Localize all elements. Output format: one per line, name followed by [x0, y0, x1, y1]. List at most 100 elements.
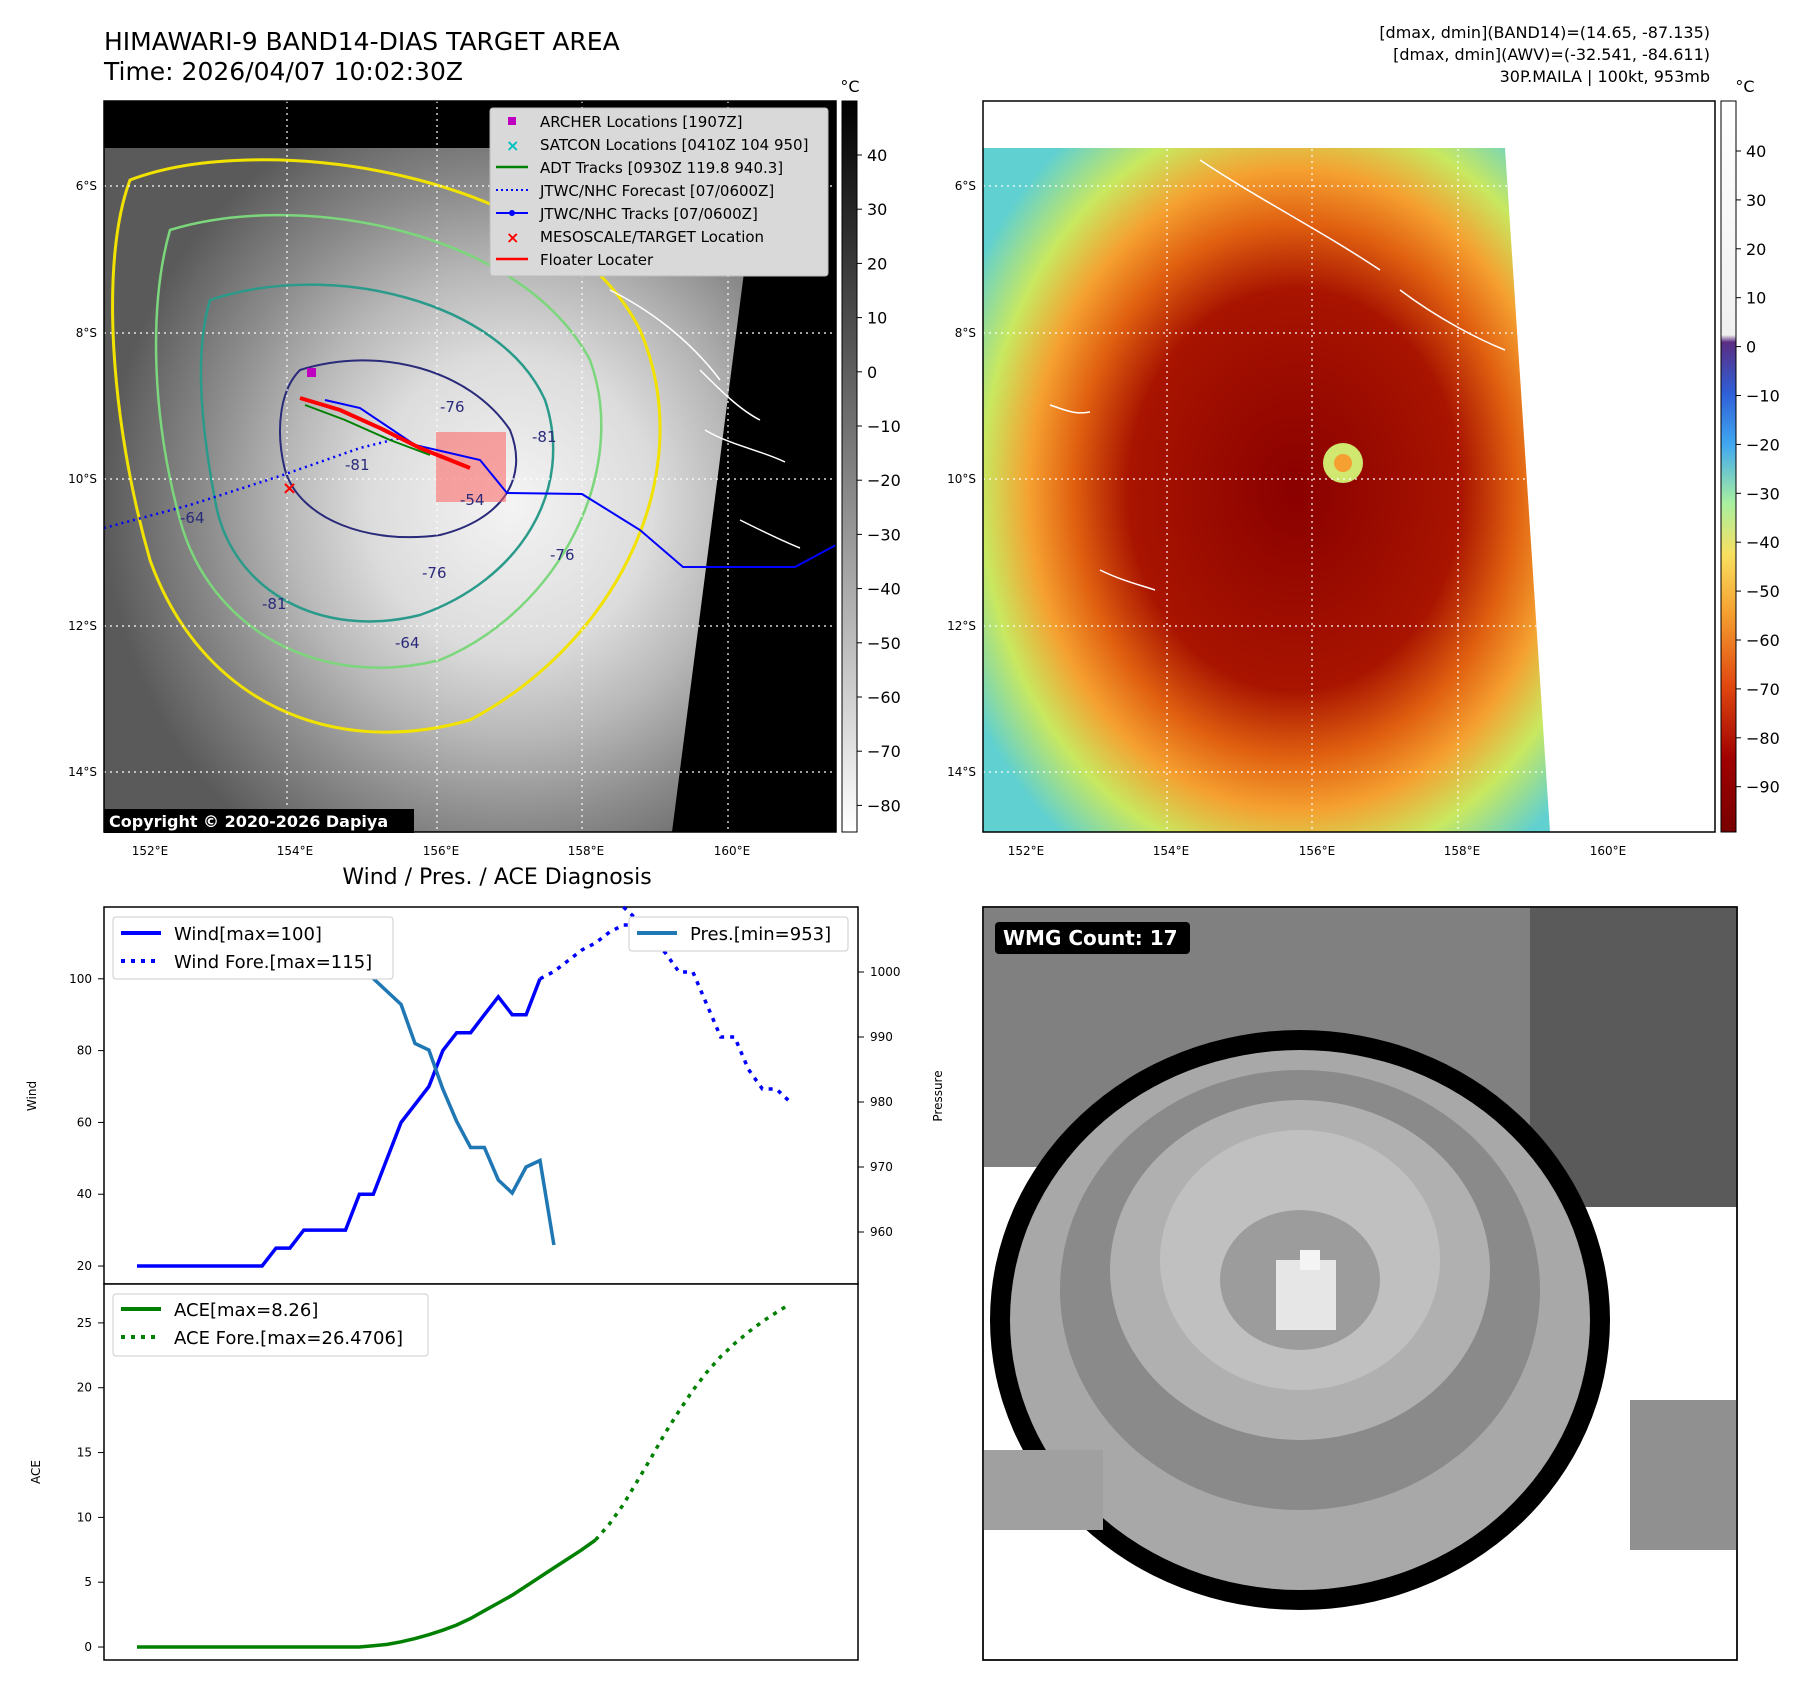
contour-label: -64	[180, 509, 205, 527]
lon-label-awv: 154°E	[1153, 844, 1190, 858]
pressure-axis-label: Pressure	[931, 1070, 945, 1121]
ir-contour-labels: -76 -81 -64 -76 -81 -64 -76 -81 -54	[180, 398, 575, 652]
band14-range: [dmax, dmin](BAND14)=(14.65, -87.135)	[1379, 23, 1710, 42]
legend-label: JTWC/NHC Tracks [07/0600Z]	[539, 205, 758, 223]
legend-dot	[509, 210, 515, 216]
lon-label-awv: 160°E	[1590, 844, 1627, 858]
colorbar-tick-label: 0	[1746, 338, 1756, 357]
lon-label-ir: 158°E	[568, 844, 605, 858]
colorbar-tick-label: −30	[1746, 484, 1780, 503]
awv-colorbar-ticks: 40 30 20 10 0 −10 −20 −30 −40 −50 −60 −70 −80 −90	[1736, 142, 1780, 797]
colorbar-tick-label: −30	[867, 525, 901, 544]
wind-tick-label: 100	[69, 972, 92, 986]
copyright-bg	[104, 809, 414, 833]
map-axis-labels: 6°S 6°S 8°S 8°S 10°S 10°S 12°S 12°S 14°S 14°S 152°…	[68, 179, 1626, 858]
legend-symbol: ×	[506, 228, 519, 247]
awv-range: [dmax, dmin](AWV)=(-32.541, -84.611)	[1393, 45, 1710, 64]
contour-label: -54	[460, 491, 485, 509]
ir-colorbar-unit: °C	[840, 77, 859, 96]
lat-label-ir: 6°S	[76, 179, 97, 193]
legend-label: MESOSCALE/TARGET Location	[540, 228, 764, 246]
pressure-tick-label: 990	[870, 1030, 893, 1044]
colorbar-tick-label: −50	[1746, 582, 1780, 601]
lon-label-awv: 156°E	[1299, 844, 1336, 858]
wind-tick-label: 40	[77, 1187, 92, 1201]
pressure-tick-label: 970	[870, 1160, 893, 1174]
lon-label-ir: 152°E	[132, 844, 169, 858]
wmg-eye	[1276, 1260, 1336, 1330]
contour-label: -64	[395, 634, 420, 652]
ir-legend: ARCHER Locations [1907Z] × SATCON Location…	[489, 107, 829, 277]
colorbar-tick-label: −10	[1746, 387, 1780, 406]
adt-track	[304, 404, 431, 456]
awv-colorbar	[1720, 100, 1737, 833]
ace-legend: ACE[max=8.26] ACE Fore.[max=26.4706]	[112, 1293, 429, 1357]
figure-time: Time: 2026/04/07 10:02:30Z	[103, 57, 463, 86]
lon-label-awv: 158°E	[1444, 844, 1481, 858]
ace-line	[137, 1538, 597, 1649]
legend-wind-fore: Wind Fore.[max=115]	[174, 952, 372, 973]
legend-wind: Wind[max=100]	[174, 924, 322, 945]
lon-label-awv: 152°E	[1008, 844, 1045, 858]
lat-label-awv: 12°S	[947, 619, 976, 633]
ace-axis-label: ACE	[29, 1460, 43, 1484]
wind-tick-label: 20	[77, 1259, 92, 1273]
contour-label: -76	[550, 546, 575, 564]
lat-label-awv: 14°S	[947, 765, 976, 779]
colorbar-tick-label: 30	[867, 200, 887, 219]
legend-label: Floater Locater	[540, 251, 654, 269]
lon-label-ir: 160°E	[714, 844, 751, 858]
colorbar-tick-label: 20	[1746, 240, 1766, 259]
contour-label: -81	[262, 595, 287, 613]
wind-tick-label: 80	[77, 1044, 92, 1058]
colorbar-tick-label: −10	[867, 417, 901, 436]
target-marker: ×	[282, 478, 297, 499]
legend-label: SATCON Locations [0410Z 104 950]	[540, 136, 808, 154]
wmg-panel: WMG Count: 17	[982, 906, 1738, 1661]
lon-label-ir: 154°E	[277, 844, 314, 858]
lat-label-ir: 12°S	[68, 619, 97, 633]
pressure-tick-label: 960	[870, 1225, 893, 1239]
ace-tick-label: 25	[77, 1316, 92, 1330]
colorbar-tick-label: 40	[1746, 142, 1766, 161]
wind-line	[137, 978, 542, 1268]
colorbar-tick-label: 40	[867, 146, 887, 165]
pressure-tick-label: 1000	[870, 965, 901, 979]
legend-symbol	[508, 117, 516, 125]
floater-track	[299, 396, 471, 470]
storm-info: 30P.MAILA | 100kt, 953mb	[1500, 67, 1710, 86]
legend-pres: Pres.[min=953]	[690, 924, 831, 945]
colorbar-tick-label: −40	[867, 580, 901, 599]
ir-colorbar	[841, 100, 858, 833]
lat-label-ir: 8°S	[76, 326, 97, 340]
legend-label: JTWC/NHC Forecast [07/0600Z]	[539, 182, 774, 200]
jtwc-track	[324, 399, 836, 568]
legend-label: ADT Tracks [0930Z 119.8 940.3]	[540, 159, 783, 177]
colorbar-tick-label: −80	[1746, 729, 1780, 748]
colorbar-tick-label: 0	[867, 363, 877, 382]
ace-chart: 0 5 10 15 20 25 ACE ACE[max=8.26] ACE Fore.[m…	[29, 1283, 859, 1661]
pressure-legend: Pres.[min=953]	[628, 916, 849, 952]
wind-legend: Wind[max=100] Wind Fore.[max=115]	[112, 916, 394, 980]
wind-pressure-chart: 20 40 60 80 100 960 970 980 990 1000 Wind Pressu…	[25, 905, 945, 1285]
lat-label-awv: 10°S	[947, 472, 976, 486]
contour-label: -76	[422, 564, 447, 582]
wmg-badge-bg	[995, 922, 1190, 954]
colorbar-tick-label: 10	[867, 309, 887, 328]
figure-title: HIMAWARI-9 BAND14-DIAS TARGET AREA	[104, 27, 620, 56]
lat-label-awv: 8°S	[955, 326, 976, 340]
copyright-text: Copyright © 2020-2026 Dapiya	[109, 812, 388, 831]
contour-label: -81	[345, 456, 370, 474]
ace-tick-label: 0	[84, 1640, 92, 1654]
colorbar-tick-label: 10	[1746, 289, 1766, 308]
wmg-badge: WMG Count: 17	[1003, 926, 1178, 950]
awv-gridlines	[983, 101, 1715, 832]
colorbar-tick-label: −70	[867, 742, 901, 761]
colorbar-tick-label: −90	[1746, 778, 1780, 797]
archer-marker	[307, 368, 316, 377]
ace-forecast-line	[594, 1302, 792, 1542]
lon-label-ir: 156°E	[423, 844, 460, 858]
ir-colorbar-ticks: 40 30 20 10 0 −10 −20 −30 −40 −50 −60 −70 −80	[857, 146, 901, 815]
lat-label-ir: 14°S	[68, 765, 97, 779]
